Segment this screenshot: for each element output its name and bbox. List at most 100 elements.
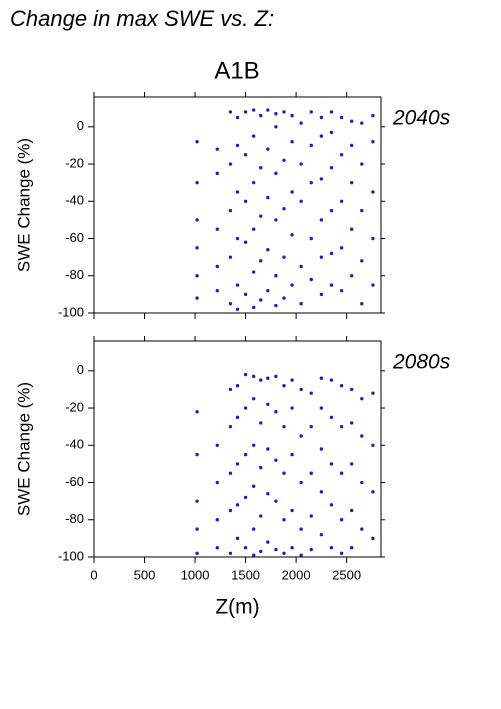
- data-point: [299, 553, 303, 557]
- data-point: [290, 113, 294, 118]
- data-point: [266, 376, 270, 380]
- data-point: [371, 443, 375, 447]
- data-point: [251, 180, 256, 185]
- data-point: [274, 458, 278, 462]
- data-point: [339, 471, 344, 475]
- data-point: [290, 283, 294, 287]
- data-point: [251, 527, 256, 531]
- data-point: [235, 415, 240, 420]
- data-point: [266, 491, 270, 496]
- data-point: [235, 236, 240, 241]
- data-point: [339, 115, 344, 120]
- data-point: [243, 452, 248, 457]
- data-point: [282, 551, 286, 555]
- data-point: [319, 177, 324, 181]
- data-point: [282, 158, 286, 163]
- data-point: [319, 218, 324, 222]
- data-point: [349, 274, 354, 278]
- data-point: [195, 499, 199, 503]
- data-point: [195, 551, 199, 555]
- data-point: [195, 274, 199, 278]
- data-point: [309, 277, 313, 282]
- plot-frame: [93, 96, 382, 314]
- data-point: [243, 545, 248, 550]
- data-point: [319, 406, 324, 410]
- data-point: [319, 447, 324, 451]
- y-tick-label: -40: [65, 193, 84, 208]
- data-point: [259, 378, 263, 382]
- data-point: [349, 227, 354, 231]
- data-point: [235, 383, 240, 388]
- data-point: [228, 387, 233, 392]
- data-point: [339, 199, 344, 203]
- data-point: [360, 527, 364, 531]
- data-point: [235, 190, 240, 194]
- data-point: [195, 218, 199, 222]
- data-point: [266, 288, 270, 293]
- y-tick-label: -40: [65, 437, 84, 452]
- data-point: [215, 227, 219, 231]
- data-point: [274, 218, 278, 222]
- data-point: [349, 387, 354, 392]
- data-point: [371, 113, 375, 118]
- panel-label: 2040s: [392, 107, 451, 130]
- data-point: [360, 397, 364, 401]
- data-point: [235, 503, 240, 507]
- data-point: [215, 518, 219, 522]
- data-point: [329, 208, 334, 213]
- data-point: [299, 480, 303, 485]
- data-point: [360, 434, 364, 438]
- data-point: [195, 139, 199, 144]
- data-point: [371, 190, 375, 194]
- data-point: [195, 527, 199, 531]
- data-point: [251, 270, 256, 274]
- data-point: [215, 288, 219, 293]
- data-point: [215, 443, 219, 447]
- data-point: [319, 490, 324, 494]
- data-point: [299, 199, 303, 203]
- data-point: [319, 376, 324, 380]
- x-tick-label: 2500: [332, 567, 361, 582]
- data-point: [228, 162, 233, 166]
- data-point: [339, 153, 344, 157]
- page-title: Change in max SWE vs. Z:: [10, 6, 274, 31]
- data-point: [360, 208, 364, 213]
- data-point: [259, 465, 263, 470]
- data-point: [243, 495, 248, 500]
- data-point: [309, 471, 313, 475]
- data-point: [251, 305, 256, 310]
- data-point: [266, 402, 270, 407]
- data-point: [360, 259, 364, 263]
- data-point: [259, 259, 263, 263]
- data-point: [243, 240, 248, 244]
- data-point: [251, 484, 256, 488]
- data-point: [215, 147, 219, 151]
- data-point: [349, 508, 354, 513]
- data-point: [339, 518, 344, 522]
- data-point: [251, 134, 256, 138]
- data-point: [349, 421, 354, 425]
- data-point: [329, 130, 334, 135]
- data-point: [329, 378, 334, 382]
- data-point: [259, 166, 263, 170]
- y-tick-label: -60: [65, 474, 84, 489]
- data-point: [371, 391, 375, 395]
- data-point: [274, 112, 278, 116]
- data-point: [282, 207, 286, 211]
- data-point: [360, 480, 364, 485]
- data-point: [274, 303, 278, 308]
- data-point: [215, 480, 219, 485]
- data-point: [266, 247, 270, 252]
- data-point: [319, 292, 324, 297]
- data-point: [251, 553, 256, 557]
- y-tick-label: -60: [65, 230, 84, 245]
- data-point: [329, 545, 334, 550]
- data-point: [319, 532, 324, 537]
- data-point: [235, 307, 240, 311]
- data-point: [266, 195, 270, 200]
- data-point: [309, 143, 313, 148]
- data-point: [290, 406, 294, 410]
- data-point: [309, 236, 313, 241]
- data-point: [282, 518, 286, 522]
- data-point: [309, 547, 313, 552]
